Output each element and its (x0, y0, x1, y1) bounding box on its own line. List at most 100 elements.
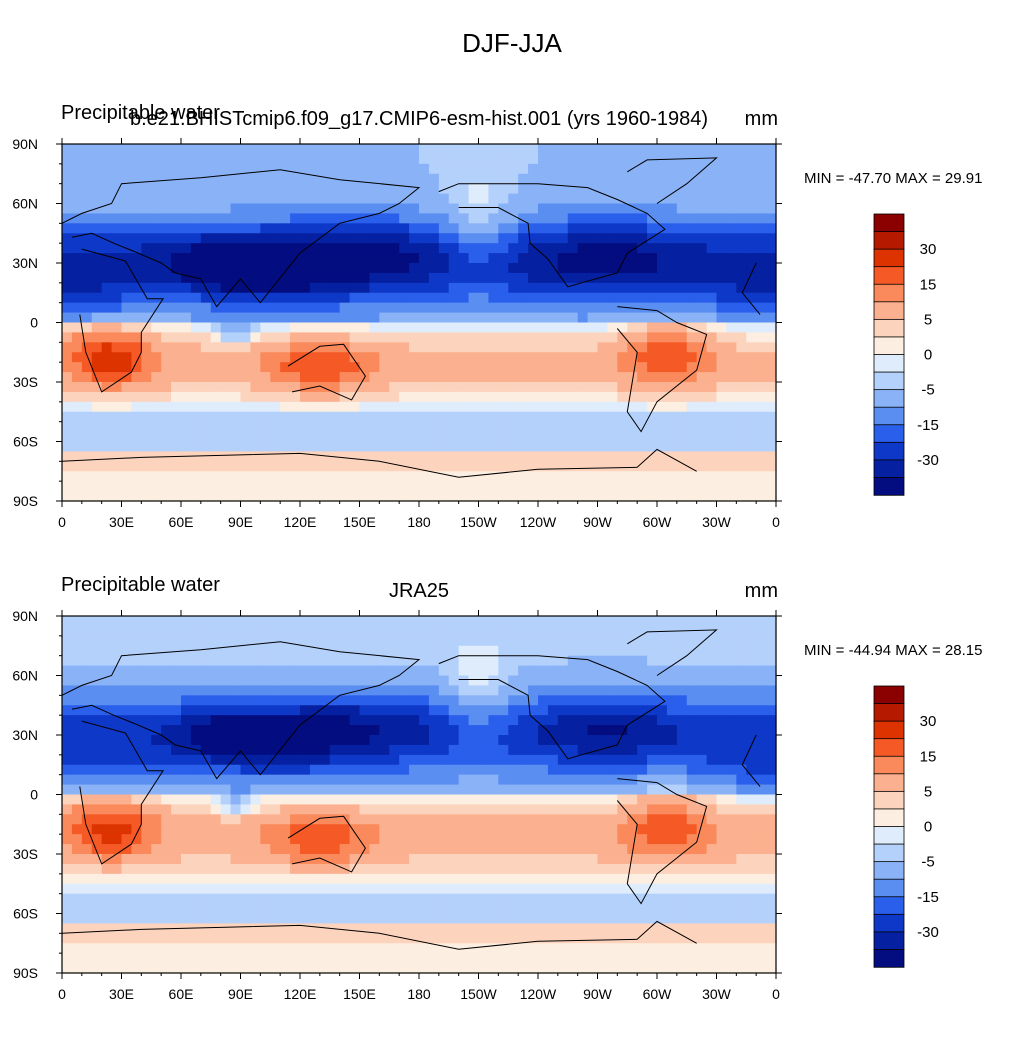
field-cell (488, 481, 499, 492)
field-cell (191, 402, 202, 413)
field-cell (429, 154, 440, 165)
field-cell (518, 263, 529, 274)
field-cell (488, 904, 499, 915)
field-cell (479, 705, 490, 716)
field-cell (161, 616, 172, 627)
field-cell (518, 636, 529, 647)
field-cell (429, 253, 440, 264)
field-cell (171, 342, 182, 353)
field-cell (498, 636, 509, 647)
field-cell (350, 844, 361, 855)
field-cell (231, 223, 242, 234)
field-cell (538, 144, 549, 155)
field-cell (677, 412, 688, 423)
field-cell (201, 676, 212, 687)
field-cell (131, 323, 142, 334)
field-cell (439, 332, 450, 343)
field-cell (171, 481, 182, 492)
field-cell (399, 154, 410, 165)
field-cell (201, 352, 212, 363)
field-cell (756, 382, 767, 393)
field-cell (241, 243, 252, 254)
field-cell (627, 313, 638, 324)
field-cell (617, 154, 628, 165)
field-cell (707, 616, 718, 627)
field-cell (479, 854, 490, 865)
field-cell (488, 342, 499, 353)
field-cell (151, 253, 162, 264)
field-cell (320, 804, 331, 815)
field-cell (697, 144, 708, 155)
field-cell (617, 204, 628, 215)
field-cell (340, 372, 351, 383)
field-cell (528, 204, 539, 215)
field-cell (588, 695, 599, 706)
field-cell (409, 263, 420, 274)
field-cell (151, 362, 162, 373)
field-cell (469, 676, 480, 687)
field-cell (82, 874, 93, 885)
field-cell (459, 442, 470, 453)
field-cell (131, 785, 142, 796)
field-cell (379, 666, 390, 677)
field-cell (191, 461, 202, 472)
field-cell (568, 481, 579, 492)
field-cell (300, 313, 311, 324)
field-cell (409, 481, 420, 492)
field-cell (330, 253, 341, 264)
field-cell (112, 471, 123, 482)
field-cell (310, 656, 321, 667)
field-cell (221, 204, 232, 215)
field-cell (518, 705, 529, 716)
field-cell (82, 303, 93, 314)
field-cell (598, 213, 609, 224)
field-cell (92, 461, 103, 472)
field-cell (379, 735, 390, 746)
field-cell (379, 626, 390, 637)
field-cell (399, 382, 410, 393)
field-cell (330, 491, 341, 502)
field-cell (62, 471, 73, 482)
field-cell (578, 204, 589, 215)
field-cell (746, 874, 757, 885)
field-cell (112, 154, 123, 165)
field-cell (766, 243, 777, 254)
field-cell (538, 233, 549, 244)
field-cell (231, 154, 242, 165)
field-cell (469, 392, 480, 403)
field-cell (617, 626, 628, 637)
field-cell (707, 725, 718, 736)
field-cell (92, 491, 103, 502)
field-cell (389, 765, 400, 776)
field-cell (598, 451, 609, 462)
field-cell (717, 676, 728, 687)
colorbar-label: 30 (920, 241, 937, 258)
field-cell (717, 461, 728, 472)
field-cell (419, 382, 430, 393)
field-cell (766, 804, 777, 815)
field-cell (508, 735, 519, 746)
field-cell (250, 422, 261, 433)
field-cell (280, 616, 291, 627)
field-cell (141, 834, 152, 845)
field-cell (191, 636, 202, 647)
field-cell (191, 263, 202, 274)
field-cell (141, 233, 152, 244)
field-cell (746, 372, 757, 383)
field-cell (637, 491, 648, 502)
field-cell (250, 451, 261, 462)
field-cell (687, 313, 698, 324)
field-cell (726, 646, 737, 657)
field-cell (677, 491, 688, 502)
field-cell (330, 213, 341, 224)
field-cell (707, 795, 718, 806)
field-cell (122, 874, 133, 885)
field-cell (766, 223, 777, 234)
field-cell (637, 273, 648, 284)
field-cell (528, 636, 539, 647)
field-cell (538, 481, 549, 492)
field-cell (578, 184, 589, 195)
field-cell (350, 293, 361, 304)
field-cell (82, 412, 93, 423)
field-cell (310, 323, 321, 334)
